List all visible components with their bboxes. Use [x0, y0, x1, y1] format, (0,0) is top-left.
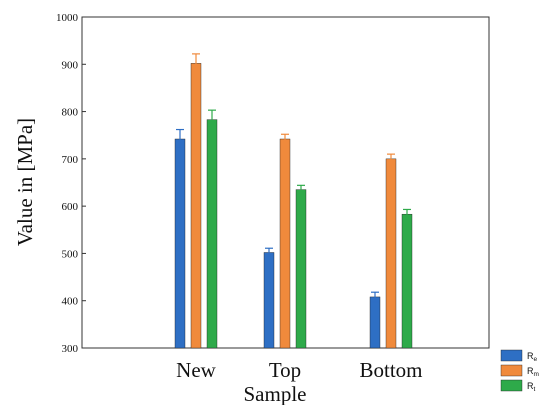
error-bar: [265, 247, 273, 258]
legend-swatch: [500, 349, 523, 362]
legend-label: Re: [527, 351, 538, 363]
bar-re-new: [174, 138, 186, 349]
x-axis: New Top Bottom: [176, 358, 422, 382]
bar-re-top: [263, 252, 275, 349]
x-tick-label: Top: [269, 358, 301, 382]
error-bar: [192, 53, 200, 74]
error-bar: [297, 184, 305, 195]
error-bar: [371, 291, 379, 303]
legend-swatch: [500, 379, 523, 392]
bar-rm-new: [190, 63, 202, 349]
bar-rm-top: [279, 138, 291, 349]
x-tick-label: Bottom: [359, 358, 422, 382]
y-tick-label: 800: [62, 107, 79, 119]
y-tick-label: 600: [62, 201, 79, 213]
bar-rt-new: [206, 119, 218, 349]
y-axis: 300 400 500 600 700 800 900 1000: [56, 12, 86, 355]
x-tick-label: New: [176, 358, 216, 382]
y-tick-label: 700: [62, 154, 79, 166]
error-bar: [208, 109, 216, 130]
bar-re-bottom: [369, 296, 381, 349]
y-tick-label: 900: [62, 59, 79, 71]
y-tick-label: 1000: [56, 12, 79, 24]
x-axis-title: Sample: [244, 382, 307, 405]
error-bar: [176, 128, 184, 150]
bar-rt-top: [295, 189, 307, 349]
bars-group: [174, 53, 413, 349]
legend-swatch: [500, 364, 523, 377]
y-axis-title: Value in [MPa]: [13, 118, 37, 246]
error-bar: [403, 208, 411, 220]
legend: Re Rm Rt: [500, 349, 539, 393]
error-bar: [281, 133, 289, 145]
y-tick-label: 400: [62, 296, 79, 308]
bar-rt-bottom: [401, 213, 413, 349]
error-bar: [387, 153, 395, 165]
y-tick-label: 500: [62, 248, 79, 260]
legend-label: Rm: [527, 366, 539, 378]
bar-rm-bottom: [385, 158, 397, 349]
legend-label: Rt: [527, 381, 536, 393]
y-tick-label: 300: [62, 343, 79, 355]
